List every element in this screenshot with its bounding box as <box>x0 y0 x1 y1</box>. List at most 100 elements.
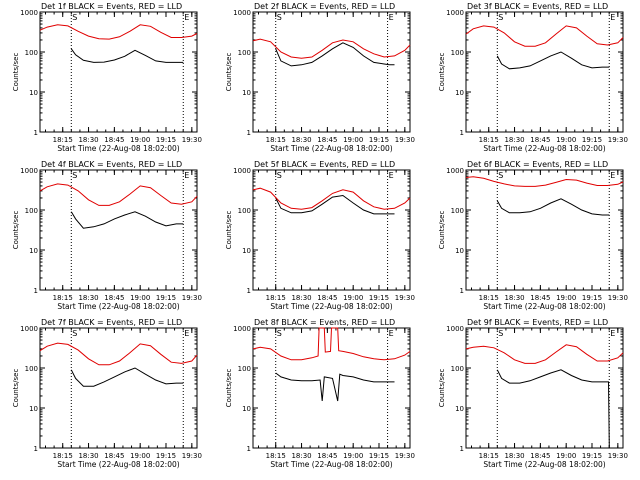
x-axis-label: Start Time (22-Aug-08 18:02:00) <box>270 302 392 311</box>
x-axis-label: Start Time (22-Aug-08 18:02:00) <box>483 144 605 153</box>
x-tick-label: 18:15 <box>266 136 286 144</box>
x-tick-label: 18:30 <box>504 136 524 144</box>
chart-title: Det 4f BLACK = Events, RED = LLD <box>41 160 182 169</box>
end-marker-label: E <box>610 171 615 180</box>
x-tick-label: 18:30 <box>291 294 311 302</box>
x-axis-label: Start Time (22-Aug-08 18:02:00) <box>57 302 179 311</box>
y-tick-label: 100 <box>238 207 251 215</box>
y-axis-label: Counts/sec <box>12 53 20 92</box>
plot-frame <box>39 11 198 133</box>
chart-title: Det 5f BLACK = Events, RED = LLD <box>254 160 395 169</box>
start-marker-label: S <box>72 13 77 22</box>
x-tick-label: 18:15 <box>53 136 73 144</box>
start-marker-label: S <box>72 171 77 180</box>
y-axis-label: Counts/sec <box>225 53 233 92</box>
x-axis-label: Start Time (22-Aug-08 18:02:00) <box>270 144 392 153</box>
y-tick-label: 1000 <box>233 9 251 17</box>
lld-series-line <box>252 187 411 210</box>
x-tick-label: 19:15 <box>582 136 602 144</box>
start-marker-label: S <box>498 329 503 338</box>
y-tick-label: 1 <box>460 287 464 295</box>
plot-frame <box>252 169 411 291</box>
x-tick-label: 19:30 <box>182 294 202 302</box>
x-tick-label: 18:15 <box>266 294 286 302</box>
x-tick-label: 18:45 <box>104 452 124 460</box>
x-axis-label: Start Time (22-Aug-08 18:02:00) <box>483 460 605 469</box>
x-tick-label: 19:00 <box>343 452 363 460</box>
x-tick-label: 18:30 <box>291 136 311 144</box>
plot-frame <box>465 327 624 449</box>
start-marker-label: S <box>72 329 77 338</box>
y-tick-label: 1 <box>247 287 251 295</box>
events-series-line <box>496 369 610 449</box>
lld-series-line <box>465 176 624 187</box>
events-series-line <box>275 42 395 67</box>
x-tick-label: 19:30 <box>395 452 415 460</box>
y-tick-label: 1 <box>34 445 38 453</box>
end-marker-label: E <box>610 329 615 338</box>
lld-series-line <box>252 38 411 59</box>
x-tick-label: 18:15 <box>479 136 499 144</box>
y-tick-label: 100 <box>238 49 251 57</box>
x-tick-label: 19:15 <box>156 136 176 144</box>
y-tick-label: 1 <box>247 445 251 453</box>
plot-frame <box>465 169 624 291</box>
x-tick-label: 18:45 <box>530 136 550 144</box>
y-tick-label: 10 <box>29 247 38 255</box>
end-marker-label: E <box>610 13 615 22</box>
x-axis-label: Start Time (22-Aug-08 18:02:00) <box>270 460 392 469</box>
y-tick-label: 10 <box>29 405 38 413</box>
x-tick-label: 18:15 <box>479 452 499 460</box>
x-tick-label: 18:30 <box>78 294 98 302</box>
start-marker-label: S <box>277 13 282 22</box>
lld-series-line <box>39 342 198 366</box>
end-marker-label: E <box>184 329 189 338</box>
x-tick-label: 19:30 <box>608 294 628 302</box>
y-tick-label: 10 <box>29 89 38 97</box>
chart-panel-9: Det 9f BLACK = Events, RED = LLD 1 10 100 10… <box>438 318 628 469</box>
y-tick-label: 1000 <box>20 325 38 333</box>
events-series-line <box>70 367 184 387</box>
y-tick-label: 10 <box>455 247 464 255</box>
start-marker-label: S <box>277 171 282 180</box>
plot-frame <box>39 169 198 291</box>
y-tick-label: 100 <box>238 365 251 373</box>
x-tick-label: 19:00 <box>556 136 576 144</box>
chart-panel-8: Det 8f BLACK = Events, RED = LLD 1 10 100 10… <box>225 318 415 469</box>
x-tick-label: 19:30 <box>395 136 415 144</box>
events-series-line <box>496 51 610 70</box>
y-axis-label: Counts/sec <box>225 369 233 408</box>
x-tick-label: 19:15 <box>156 294 176 302</box>
x-tick-label: 19:15 <box>582 452 602 460</box>
x-tick-label: 19:00 <box>556 452 576 460</box>
end-marker-label: E <box>389 13 394 22</box>
chart-title: Det 7f BLACK = Events, RED = LLD <box>41 318 182 327</box>
x-tick-label: 18:30 <box>78 136 98 144</box>
x-tick-label: 19:15 <box>369 452 389 460</box>
y-tick-label: 100 <box>451 49 464 57</box>
chart-panel-4: Det 4f BLACK = Events, RED = LLD 1 10 100 10… <box>12 160 202 311</box>
x-tick-label: 18:15 <box>53 452 73 460</box>
end-marker-label: E <box>389 171 394 180</box>
y-tick-label: 1000 <box>446 9 464 17</box>
plot-frame <box>39 327 198 449</box>
chart-panel-7: Det 7f BLACK = Events, RED = LLD 1 10 100 10… <box>12 318 202 469</box>
chart-title: Det 8f BLACK = Events, RED = LLD <box>254 318 395 327</box>
y-tick-label: 10 <box>242 89 251 97</box>
end-marker-label: E <box>184 13 189 22</box>
start-marker-label: S <box>498 13 503 22</box>
y-tick-label: 100 <box>25 207 38 215</box>
y-tick-label: 1000 <box>446 167 464 175</box>
events-series-line <box>496 198 610 216</box>
lld-series-line <box>465 25 624 47</box>
chart-title: Det 6f BLACK = Events, RED = LLD <box>467 160 608 169</box>
x-tick-label: 19:30 <box>182 452 202 460</box>
chart-panel-6: Det 6f BLACK = Events, RED = LLD 1 10 100 10… <box>438 160 628 311</box>
start-marker-label: S <box>498 171 503 180</box>
chart-title: Det 3f BLACK = Events, RED = LLD <box>467 2 608 11</box>
chart-title: Det 1f BLACK = Events, RED = LLD <box>41 2 182 11</box>
x-tick-label: 18:30 <box>504 452 524 460</box>
x-tick-label: 18:45 <box>530 452 550 460</box>
y-tick-label: 1 <box>247 129 251 137</box>
chart-panel-1: Det 1f BLACK = Events, RED = LLD 1 10 100 10… <box>12 2 202 153</box>
